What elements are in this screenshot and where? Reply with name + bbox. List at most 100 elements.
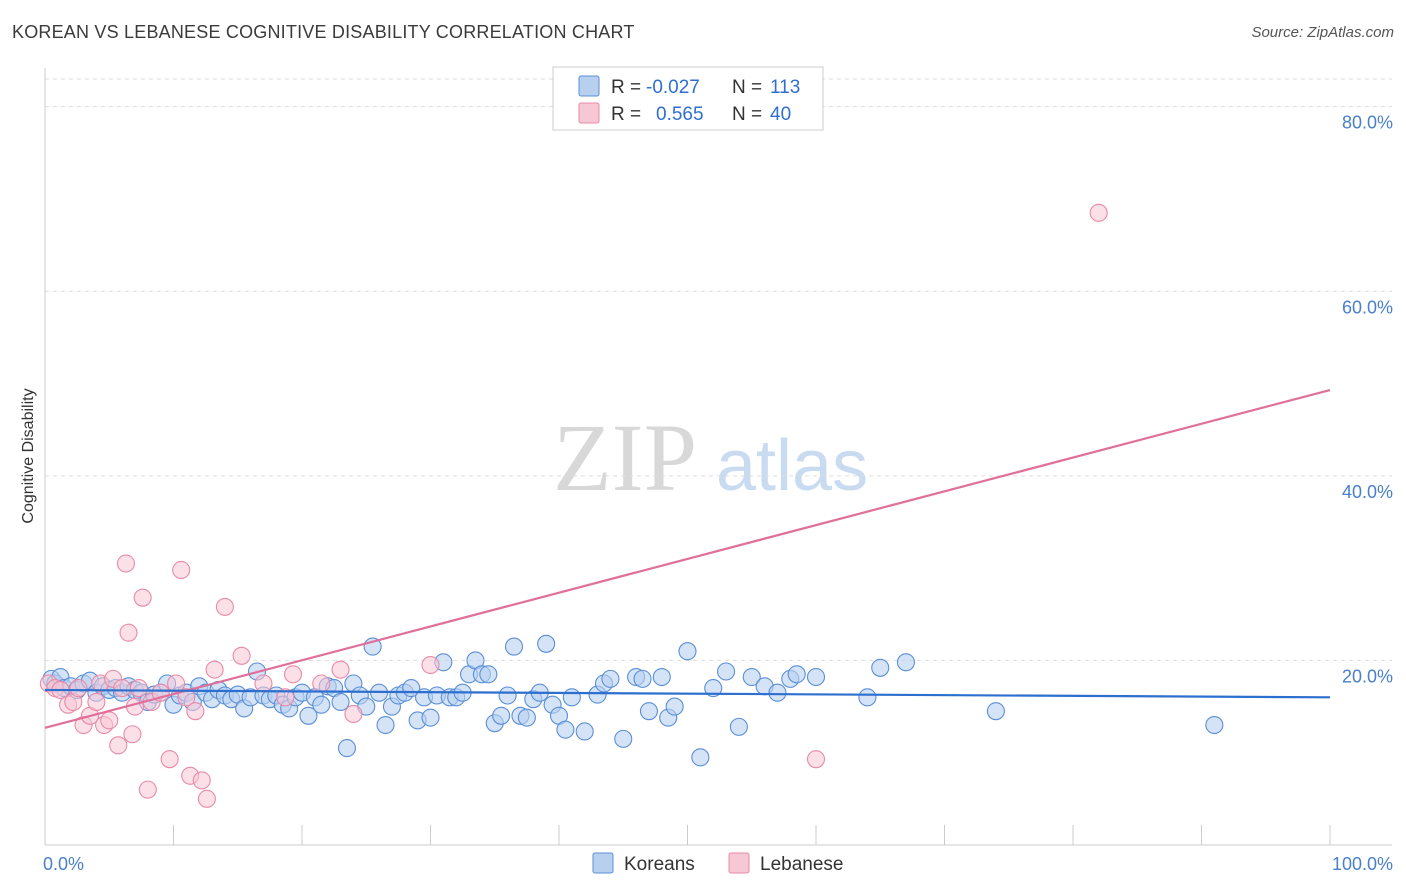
korean-point	[691, 748, 710, 767]
lebanese-point	[167, 674, 186, 693]
korean-n-label: N =	[732, 77, 762, 98]
lebanese-n-label: N =	[732, 104, 762, 125]
lebanese-point	[119, 623, 138, 642]
korean-point	[575, 722, 594, 741]
korean-point	[556, 720, 575, 739]
lebanese-point	[113, 679, 132, 698]
lebanese-legend-label: Lebanese	[760, 854, 843, 875]
korean-point	[716, 662, 736, 681]
korean-point	[299, 706, 318, 725]
lebanese-point	[133, 588, 152, 607]
korean-point	[652, 667, 671, 687]
lebanese-point	[138, 780, 157, 799]
korean-point	[337, 739, 357, 758]
korean-point	[768, 683, 787, 702]
lebanese-point	[109, 736, 128, 755]
axes	[44, 68, 1392, 846]
korean-point	[896, 653, 916, 672]
lebanese-point	[192, 771, 211, 790]
x-tick-labels: 0.0% 100.0%	[43, 854, 1393, 874]
korean-point	[562, 688, 581, 707]
lebanese-point	[123, 725, 142, 744]
korean-point	[704, 679, 723, 698]
korean-point	[504, 637, 524, 656]
lebanese-trend-line	[44, 388, 1331, 729]
lebanese-legend-swatch-bottom	[728, 852, 750, 874]
korean-point	[858, 688, 877, 707]
lebanese-point	[205, 660, 224, 679]
series-legend: Koreans Lebanese	[592, 852, 843, 875]
korean-point	[517, 708, 536, 727]
korean-point	[492, 706, 511, 725]
korean-point	[498, 686, 517, 705]
trend-lines	[44, 388, 1331, 729]
korean-point	[376, 715, 395, 735]
y-axis-label: Cognitive Disability	[20, 388, 37, 523]
lebanese-point	[87, 692, 106, 712]
lebanese-n-value: 40	[770, 104, 791, 125]
y-tick-label: 80.0%	[1342, 113, 1393, 133]
korean-point	[639, 702, 659, 721]
x-tick-label: 0.0%	[43, 854, 84, 874]
korean-point	[614, 729, 633, 748]
korean-point	[871, 658, 890, 677]
lebanese-point	[186, 702, 205, 721]
korean-point	[665, 697, 684, 716]
lebanese-point	[312, 674, 331, 693]
lebanese-point	[116, 554, 136, 573]
chart-title: KOREAN VS LEBANESE COGNITIVE DISABILITY …	[12, 22, 635, 42]
x-tick-label: 100.0%	[1332, 854, 1393, 874]
korean-point	[729, 717, 748, 736]
y-tick-label: 60.0%	[1342, 297, 1393, 317]
koreans-legend-label: Koreans	[624, 854, 695, 875]
korean-point	[678, 642, 697, 661]
korean-point	[421, 708, 440, 727]
lebanese-point	[172, 560, 191, 580]
watermark-atlas: atlas	[716, 426, 868, 506]
y-tick-label: 20.0%	[1342, 666, 1393, 686]
lebanese-point	[254, 674, 273, 693]
lebanese-point	[344, 704, 363, 723]
watermark-zip: ZIP	[553, 404, 697, 511]
lebanese-point	[331, 660, 350, 679]
korean-point	[787, 665, 806, 684]
lebanese-r-value: 0.565	[656, 104, 704, 125]
korean-point	[601, 669, 620, 688]
stats-legend: R = -0.027 N = 113 R = 0.565 N = 40	[552, 66, 824, 131]
korean-points	[42, 634, 1224, 767]
lebanese-point	[197, 789, 216, 808]
y-tick-label: 40.0%	[1342, 482, 1393, 502]
korean-point	[537, 634, 556, 653]
source-label: Source: ZipAtlas.com	[1251, 24, 1394, 41]
korean-legend-swatch	[578, 75, 600, 97]
lebanese-point	[215, 597, 234, 616]
lebanese-point	[421, 655, 440, 675]
lebanese-point	[1089, 203, 1108, 222]
lebanese-legend-swatch	[578, 102, 600, 124]
korean-point	[479, 665, 498, 684]
lebanese-point	[129, 679, 148, 698]
grid-lines	[45, 78, 1392, 661]
lebanese-point	[283, 665, 303, 684]
lebanese-r-label: R =	[611, 104, 641, 125]
korean-point	[806, 667, 826, 687]
lebanese-point	[69, 679, 88, 698]
korean-r-label: R =	[611, 77, 641, 98]
lebanese-point	[177, 688, 196, 707]
korean-n-value: 113	[770, 77, 800, 98]
korean-point	[742, 667, 761, 687]
korean-point	[986, 702, 1005, 721]
korean-trend-line	[44, 688, 1331, 699]
y-tick-labels: 20.0% 40.0% 60.0% 80.0%	[1342, 113, 1393, 687]
lebanese-point	[806, 750, 826, 769]
korean-r-value: -0.027	[646, 77, 700, 98]
lebanese-point	[276, 688, 295, 707]
korean-point	[1205, 715, 1224, 735]
lebanese-point	[160, 750, 179, 769]
koreans-legend-swatch	[592, 852, 614, 874]
lebanese-point	[100, 711, 119, 730]
korean-point	[312, 695, 331, 714]
lebanese-point	[232, 646, 251, 665]
korean-point	[331, 692, 350, 712]
